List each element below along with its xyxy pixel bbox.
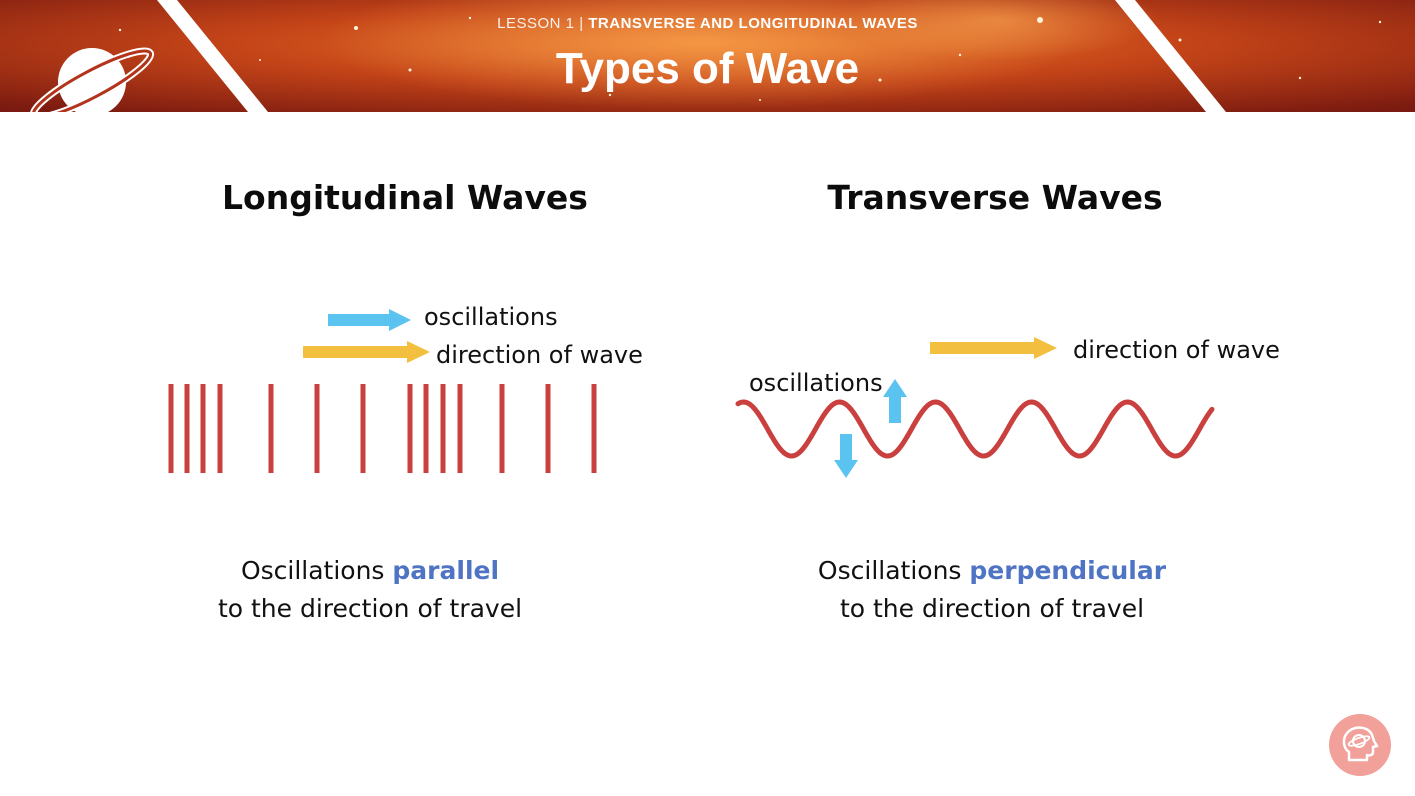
transverse-caption: Oscillations perpendicular to the direct… xyxy=(772,552,1212,628)
longitudinal-line-11 xyxy=(457,384,463,473)
longitudinal-direction-arrow xyxy=(303,341,430,363)
lesson-number: LESSON 1 | xyxy=(497,15,584,32)
transverse-oscillation-down-arrow xyxy=(834,434,858,478)
longitudinal-oscillations-label: oscillations xyxy=(424,303,558,331)
header-banner: LESSON 1 | TRANSVERSE AND LONGITUDINAL W… xyxy=(0,0,1415,112)
longitudinal-line-14 xyxy=(591,384,597,473)
longitudinal-line-5 xyxy=(268,384,274,473)
transverse-wave-curve xyxy=(735,399,1215,459)
space-background xyxy=(0,0,1415,112)
transverse-title: Transverse Waves xyxy=(827,178,1163,217)
slide-title: Types of Wave xyxy=(555,44,860,93)
longitudinal-line-10 xyxy=(440,384,446,473)
lesson-subtitle: LESSON 1 | TRANSVERSE AND LONGITUDINAL W… xyxy=(0,15,1415,32)
transverse-caption-line2: to the direction of travel xyxy=(839,594,1145,623)
longitudinal-oscillation-arrow xyxy=(328,309,411,331)
transverse-direction-label: direction of wave xyxy=(1073,336,1280,364)
ringed-planet-icon xyxy=(29,47,155,112)
longitudinal-line-12 xyxy=(499,384,505,473)
lesson-topic: TRANSVERSE AND LONGITUDINAL WAVES xyxy=(588,15,918,32)
longitudinal-line-3 xyxy=(200,384,206,473)
transverse-oscillations-label: oscillations xyxy=(749,369,883,397)
longitudinal-line-8 xyxy=(407,384,413,473)
longitudinal-line-4 xyxy=(217,384,223,473)
longitudinal-title: Longitudinal Waves xyxy=(222,178,588,217)
longitudinal-caption-highlight: parallel xyxy=(392,556,500,585)
longitudinal-line-2 xyxy=(184,384,190,473)
longitudinal-caption-line2: to the direction of travel xyxy=(217,594,523,623)
longitudinal-line-1 xyxy=(168,384,174,473)
longitudinal-wave-lines xyxy=(168,384,597,473)
transverse-caption-prefix: Oscillations xyxy=(817,556,970,585)
transverse-caption-highlight: perpendicular xyxy=(969,556,1167,585)
longitudinal-line-9 xyxy=(423,384,429,473)
longitudinal-caption-prefix: Oscillations xyxy=(240,556,393,585)
head-planet-icon xyxy=(1329,714,1391,776)
longitudinal-line-7 xyxy=(360,384,366,473)
transverse-direction-arrow xyxy=(930,337,1057,359)
longitudinal-line-6 xyxy=(314,384,320,473)
transverse-oscillation-up-arrow xyxy=(883,379,907,423)
longitudinal-line-13 xyxy=(545,384,551,473)
longitudinal-caption: Oscillations parallel to the direction o… xyxy=(170,552,570,628)
longitudinal-direction-label: direction of wave xyxy=(436,341,643,369)
